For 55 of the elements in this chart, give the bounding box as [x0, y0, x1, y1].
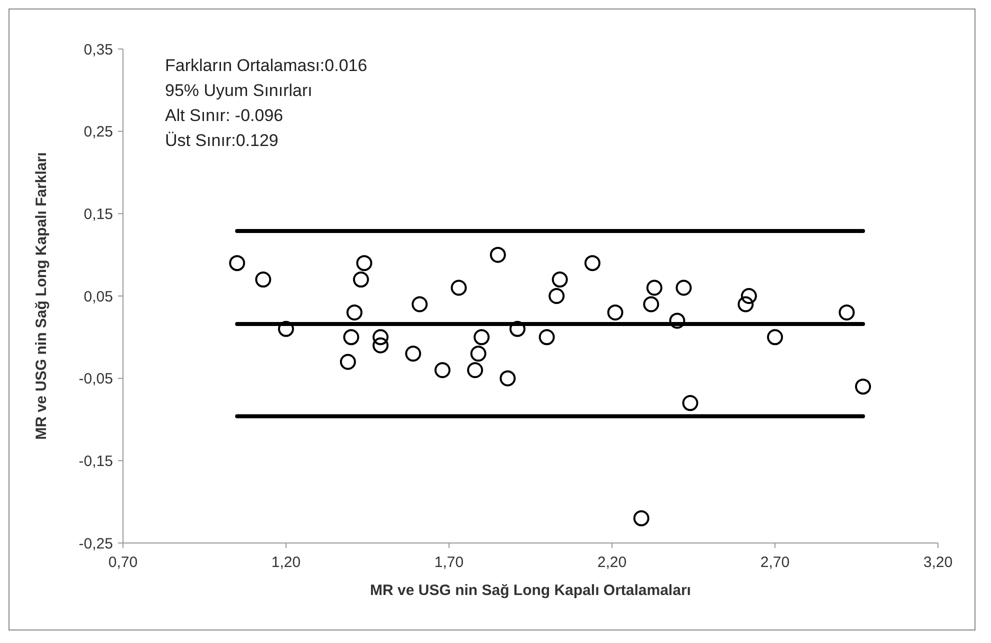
y-tick-label: -0,15	[78, 452, 113, 470]
point	[474, 329, 490, 346]
point	[584, 255, 600, 272]
point	[405, 346, 422, 362]
point	[450, 280, 467, 296]
point	[255, 272, 272, 288]
x-tick-label: 2,70	[760, 554, 790, 571]
point	[767, 329, 783, 346]
annotation: Alt Sınır: -0.096	[165, 106, 284, 125]
point	[538, 329, 555, 346]
y-tick-label: 0,35	[84, 41, 113, 58]
point	[346, 304, 362, 320]
x-axis-title: MR ve USG nin Sağ Long Kapalı Ortalamaları	[370, 582, 691, 599]
point	[509, 320, 526, 337]
y-tick-label: -0,25	[78, 535, 113, 552]
x-tick-label: 1,20	[271, 554, 301, 571]
point	[372, 337, 389, 354]
point	[278, 320, 294, 337]
x-tick-label: 2,20	[597, 554, 627, 571]
point	[552, 272, 568, 288]
y-tick-label: 0,05	[84, 288, 113, 306]
point	[372, 329, 389, 346]
point	[343, 329, 360, 346]
point	[340, 354, 356, 370]
point	[548, 288, 565, 304]
point	[470, 346, 486, 362]
annotation: Farkların Ortalaması:0.016	[165, 56, 368, 75]
point	[229, 255, 246, 272]
point	[434, 362, 450, 378]
point	[412, 296, 428, 312]
y-tick-label: -0,05	[78, 370, 113, 388]
point	[500, 370, 516, 386]
point	[356, 255, 372, 272]
point	[738, 296, 754, 312]
point	[643, 296, 660, 312]
x-tick-label: 0,70	[108, 554, 138, 571]
y-tick-label: 0,25	[84, 124, 113, 141]
x-tick-label: 1,70	[434, 554, 464, 571]
x-tick-label: 3,20	[923, 554, 953, 571]
point	[669, 312, 686, 329]
point	[740, 288, 757, 304]
y-axis-title: MR ve USG nin Sağ Long Kapalı Farkları	[33, 152, 50, 440]
point	[607, 304, 624, 320]
y-tick-label: 0,15	[84, 206, 113, 223]
point	[855, 378, 872, 395]
point	[467, 362, 484, 378]
point	[676, 280, 692, 296]
point	[838, 304, 855, 320]
point	[682, 395, 698, 412]
annotation: 95% Uyum Sınırları	[165, 81, 312, 100]
point	[352, 272, 369, 288]
point	[633, 510, 650, 526]
annotation: Üst Sınır:0.129	[165, 131, 278, 150]
point	[646, 280, 662, 296]
point	[490, 246, 506, 263]
